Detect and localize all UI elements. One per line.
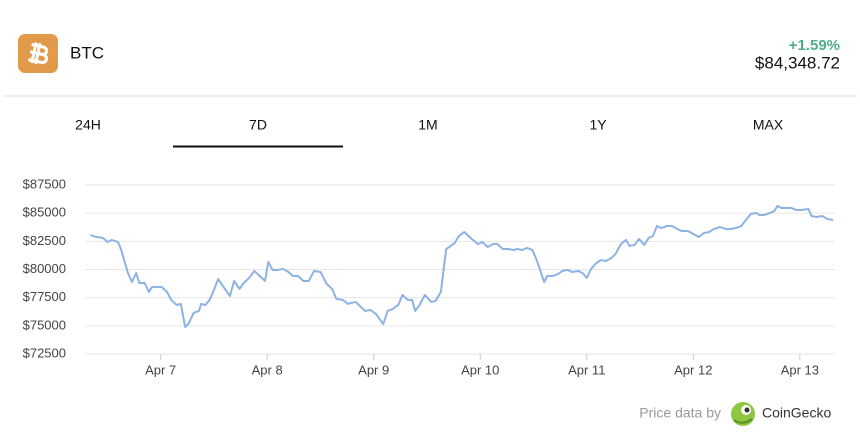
x-tick-label: Apr 7 (145, 362, 176, 377)
y-tick-label: $87500 (23, 176, 66, 191)
y-tick-label: $82500 (23, 233, 66, 248)
x-tick-label: Apr 13 (781, 362, 819, 377)
x-tick-label: Apr 9 (358, 362, 389, 377)
tab[interactable]: MAX (753, 117, 784, 133)
x-tick-label: Apr 10 (461, 362, 499, 377)
price-chart: $72500 $75000 $77500 $80000 $82500 $85000 $875… (23, 176, 835, 377)
tab[interactable]: 24H (75, 117, 101, 133)
coin-symbol: BTC (70, 43, 104, 62)
y-tick-label: $72500 (23, 345, 66, 360)
price-line (90, 204, 834, 328)
x-tick-label: Apr 8 (252, 362, 283, 377)
provider: CoinGecko (762, 405, 831, 421)
y-tick-label: $75000 (23, 317, 66, 332)
y-tick-label: $85000 (23, 205, 66, 220)
y-tick-label: $80000 (23, 261, 66, 276)
attribution: Price data by (639, 405, 721, 421)
tab[interactable]: 7D (249, 117, 267, 133)
tab[interactable]: 1Y (589, 117, 607, 133)
price: $84,348.72 (755, 53, 840, 72)
tab[interactable]: 1M (418, 117, 437, 133)
y-tick-label: $77500 (23, 289, 66, 304)
x-tick-label: Apr 12 (674, 362, 712, 377)
tab-bar: 24H 7D 1M 1Y MAX (75, 117, 784, 148)
x-tick-label: Apr 11 (568, 362, 605, 377)
price-change: +1.59% (789, 37, 840, 54)
coin-icon (18, 34, 58, 73)
coingecko-logo (731, 402, 755, 426)
